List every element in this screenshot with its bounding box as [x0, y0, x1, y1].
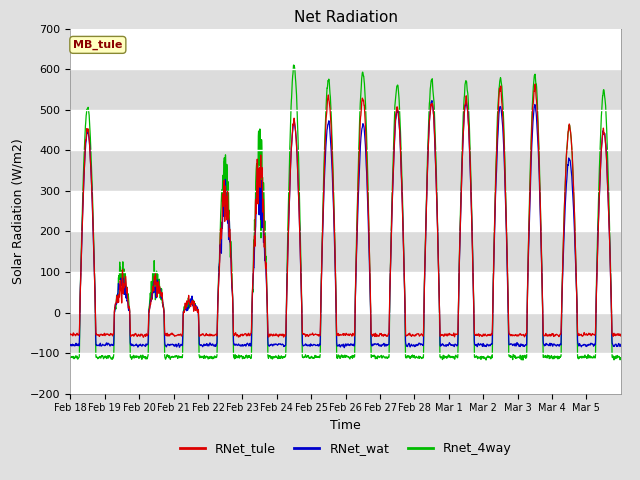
Rnet_4way: [617, 355, 625, 361]
RNet_tule: [497, 84, 504, 90]
Line: RNet_wat: RNet_wat: [70, 100, 621, 348]
RNet_wat: [538, 272, 546, 277]
Title: Net Radiation: Net Radiation: [294, 10, 397, 25]
RNet_wat: [524, 277, 532, 283]
Rnet_4way: [538, 269, 546, 275]
Rnet_4way: [524, 273, 532, 279]
Bar: [70, 312, 621, 353]
Bar: [70, 231, 621, 272]
Bar: [70, 69, 621, 110]
Line: RNet_tule: RNet_tule: [70, 84, 621, 337]
RNet_tule: [140, 335, 147, 340]
RNet_tule: [180, 308, 188, 313]
Bar: [70, 150, 621, 191]
Line: Rnet_4way: Rnet_4way: [70, 65, 621, 360]
RNet_tule: [67, 331, 74, 337]
RNet_tule: [538, 276, 546, 282]
X-axis label: Time: Time: [330, 419, 361, 432]
RNet_tule: [396, 126, 403, 132]
RNet_wat: [366, 282, 374, 288]
Rnet_4way: [396, 106, 403, 111]
RNet_tule: [366, 275, 374, 280]
RNet_wat: [340, 345, 348, 350]
RNet_tule: [531, 81, 539, 87]
Rnet_4way: [67, 355, 74, 360]
Rnet_4way: [497, 75, 504, 81]
RNet_tule: [524, 284, 531, 290]
Rnet_4way: [366, 274, 374, 280]
Y-axis label: Solar Radiation (W/m2): Solar Radiation (W/m2): [12, 138, 24, 284]
RNet_wat: [67, 342, 74, 348]
RNet_tule: [617, 333, 625, 339]
Rnet_4way: [180, 304, 188, 310]
RNet_wat: [617, 342, 625, 348]
Text: MB_tule: MB_tule: [73, 40, 122, 50]
Rnet_4way: [290, 62, 298, 68]
RNet_wat: [462, 97, 470, 103]
Rnet_4way: [519, 357, 527, 363]
Legend: RNet_tule, RNet_wat, Rnet_4way: RNet_tule, RNet_wat, Rnet_4way: [175, 437, 516, 460]
RNet_wat: [497, 105, 504, 110]
RNet_wat: [180, 308, 188, 314]
RNet_wat: [396, 126, 403, 132]
